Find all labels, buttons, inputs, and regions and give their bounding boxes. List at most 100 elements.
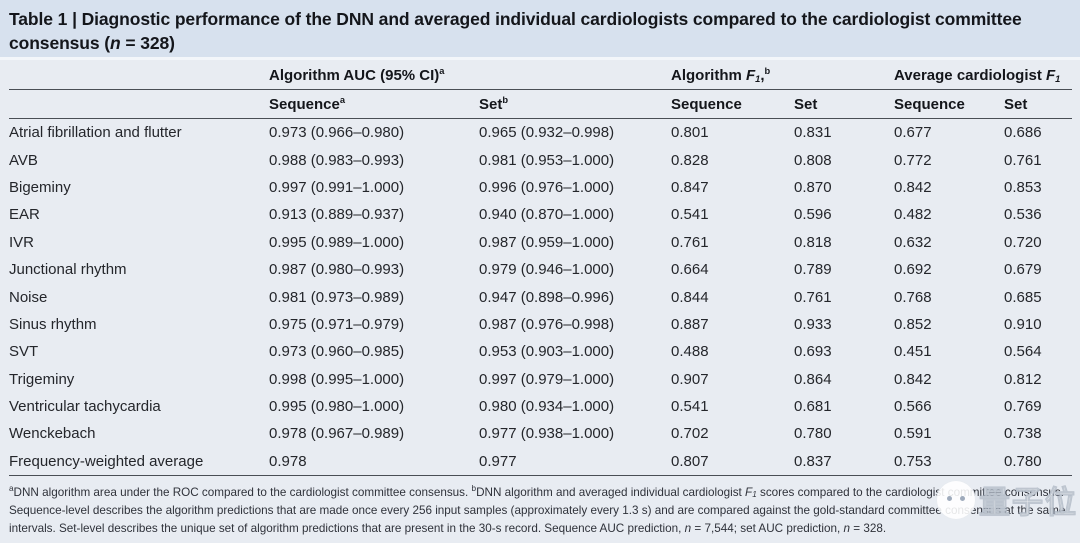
f1-subscript: 1 xyxy=(755,74,761,84)
auc-set-value: 0.981 (0.953–1.000) xyxy=(479,151,615,169)
f1-sequence-value: 0.761 xyxy=(671,233,709,251)
f1-sequence-value: 0.847 xyxy=(671,178,709,196)
table-row: Ventricular tachycardia 0.995 (0.980–1.0… xyxy=(9,393,1072,420)
cardiologist-sequence-value: 0.842 xyxy=(894,370,932,388)
cardiologist-set-value: 0.738 xyxy=(1004,425,1042,443)
cardiologist-sequence-value: 0.852 xyxy=(894,315,932,333)
row-label: Junctional rhythm xyxy=(9,261,127,279)
row-label: IVR xyxy=(9,233,35,251)
f1-sequence-value: 0.664 xyxy=(671,261,709,279)
sub-header-row: Sequencea Setb Sequence Set Sequence Set xyxy=(9,90,1072,119)
footnote-text-seq-n: = 7,544; set AUC prediction, xyxy=(691,521,844,535)
row-label: Noise xyxy=(9,288,48,306)
f1-sequence-value: 0.801 xyxy=(671,124,709,142)
f1-set-value: 0.933 xyxy=(794,315,832,333)
col-group-average-cardiologist-f1: Average cardiologist F1 xyxy=(894,67,1072,84)
col-group-average-cardiologist-f1-label: Average cardiologist xyxy=(894,67,1046,84)
footnote-marker-b: b xyxy=(502,95,509,105)
cardiologist-sequence-value: 0.451 xyxy=(894,343,932,361)
auc-set-value: 0.996 (0.976–1.000) xyxy=(479,178,615,196)
f1-symbol: F xyxy=(745,486,753,500)
f1-sequence-value: 0.702 xyxy=(671,425,709,443)
row-label: SVT xyxy=(9,343,39,361)
row-label: Sinus rhythm xyxy=(9,315,97,333)
f1-set-value: 0.831 xyxy=(794,124,832,142)
f1-subscript: 1 xyxy=(752,490,757,500)
auc-sequence-value: 0.987 (0.980–0.993) xyxy=(269,261,405,279)
cardiologist-sequence-value: 0.768 xyxy=(894,288,932,306)
cardiologist-sequence-value: 0.692 xyxy=(894,261,932,279)
cardiologist-set-value: 0.686 xyxy=(1004,124,1042,142)
subheader-auc-set: Setb xyxy=(479,95,671,113)
cardiologist-sequence-value: 0.842 xyxy=(894,178,932,196)
auc-set-value: 0.940 (0.870–1.000) xyxy=(479,206,615,224)
footnote-marker-a: a xyxy=(9,484,14,494)
auc-sequence-value: 0.978 xyxy=(269,452,307,470)
footnote-text-set-n: = 328. xyxy=(850,521,887,535)
auc-set-value: 0.997 (0.979–1.000) xyxy=(479,370,615,388)
row-label: Frequency-weighted average xyxy=(9,452,204,470)
table-row: Noise 0.981 (0.973–0.989) 0.947 (0.898–0… xyxy=(9,283,1072,310)
cardiologist-set-value: 0.769 xyxy=(1004,398,1042,416)
column-group-header-row: Algorithm AUC (95% CI)a Algorithm F1,b A… xyxy=(9,60,1072,90)
title-divider xyxy=(0,57,1080,60)
cardiologist-set-value: 0.780 xyxy=(1004,452,1042,470)
f1-subscript: 1 xyxy=(1055,74,1061,84)
table-title: Table 1 | Diagnostic performance of the … xyxy=(9,7,1066,55)
n-symbol: n xyxy=(684,521,692,535)
auc-set-value: 0.979 (0.946–1.000) xyxy=(479,261,615,279)
col-group-algorithm-auc-label: Algorithm AUC (95% CI) xyxy=(269,67,440,84)
row-label: Ventricular tachycardia xyxy=(9,398,161,416)
table-row: Atrial fibrillation and flutter 0.973 (0… xyxy=(9,119,1072,146)
subheader-label: Sequence xyxy=(894,96,965,113)
f1-sequence-value: 0.488 xyxy=(671,343,709,361)
table-row: Wenckebach 0.978 (0.967–0.989) 0.977 (0.… xyxy=(9,420,1072,447)
f1-set-value: 0.870 xyxy=(794,178,832,196)
n-symbol: n xyxy=(843,521,851,535)
auc-sequence-value: 0.978 (0.967–0.989) xyxy=(269,425,405,443)
subheader-label: Sequence xyxy=(671,96,742,113)
f1-comma: , xyxy=(760,67,765,84)
cardiologist-set-value: 0.685 xyxy=(1004,288,1042,306)
f1-sequence-value: 0.828 xyxy=(671,151,709,169)
subheader-f1-set: Set xyxy=(794,96,894,113)
cardiologist-set-value: 0.910 xyxy=(1004,315,1042,333)
auc-sequence-value: 0.973 (0.960–0.985) xyxy=(269,343,405,361)
auc-sequence-value: 0.995 (0.989–1.000) xyxy=(269,233,405,251)
table-row: Bigeminy 0.997 (0.991–1.000) 0.996 (0.97… xyxy=(9,174,1072,201)
f1-set-value: 0.808 xyxy=(794,151,832,169)
table-row: Trigeminy 0.998 (0.995–1.000) 0.997 (0.9… xyxy=(9,366,1072,393)
auc-set-value: 0.977 xyxy=(479,452,517,470)
f1-set-value: 0.780 xyxy=(794,425,832,443)
table-row: IVR 0.995 (0.989–1.000) 0.987 (0.959–1.0… xyxy=(9,229,1072,256)
auc-set-value: 0.965 (0.932–0.998) xyxy=(479,124,615,142)
table-title-suffix: = 328) xyxy=(120,33,175,54)
table-row: Frequency-weighted average 0.978 0.977 0… xyxy=(9,448,1072,475)
f1-symbol: F xyxy=(1046,67,1056,84)
cardiologist-sequence-value: 0.591 xyxy=(894,425,932,443)
auc-sequence-value: 0.998 (0.995–1.000) xyxy=(269,370,405,388)
cardiologist-sequence-value: 0.632 xyxy=(894,233,932,251)
cardiologist-set-value: 0.564 xyxy=(1004,343,1042,361)
f1-set-value: 0.693 xyxy=(794,343,832,361)
f1-sequence-value: 0.541 xyxy=(671,206,709,224)
f1-symbol: F xyxy=(746,67,756,84)
subheader-label: Sequence xyxy=(269,96,340,113)
auc-set-value: 0.980 (0.934–1.000) xyxy=(479,398,615,416)
cardiologist-set-value: 0.812 xyxy=(1004,370,1042,388)
f1-sequence-value: 0.887 xyxy=(671,315,709,333)
f1-set-value: 0.681 xyxy=(794,398,832,416)
f1-sequence-value: 0.541 xyxy=(671,398,709,416)
table-title-band: Table 1 | Diagnostic performance of the … xyxy=(0,0,1080,57)
footnote-marker-b: b xyxy=(764,66,771,76)
diagnostic-performance-table: Algorithm AUC (95% CI)a Algorithm F1,b A… xyxy=(0,60,1080,477)
cardiologist-sequence-value: 0.677 xyxy=(894,124,932,142)
table-row: EAR 0.913 (0.889–0.937) 0.940 (0.870–1.0… xyxy=(9,201,1072,228)
row-label: Bigeminy xyxy=(9,178,71,196)
cardiologist-sequence-value: 0.772 xyxy=(894,151,932,169)
subheader-cardiologist-set: Set xyxy=(1004,96,1072,113)
auc-sequence-value: 0.913 (0.889–0.937) xyxy=(269,206,405,224)
auc-set-value: 0.987 (0.959–1.000) xyxy=(479,233,615,251)
cardiologist-sequence-value: 0.566 xyxy=(894,398,932,416)
subheader-label: Set xyxy=(794,96,818,113)
